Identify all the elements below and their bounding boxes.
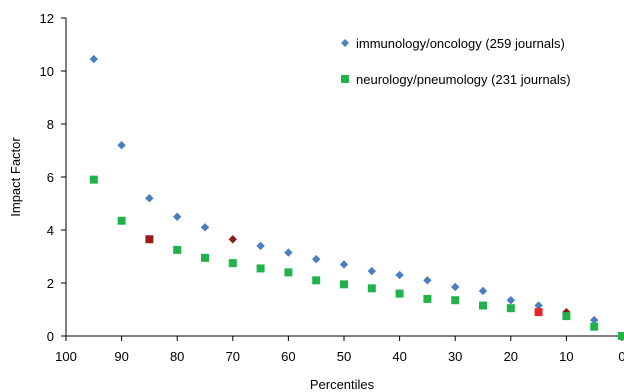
immunology-data-point: [451, 282, 460, 292]
legend-label-neurology: neurology/pneumology (231 journals): [356, 72, 571, 87]
neurology-data-point: [340, 280, 348, 289]
neurology-data-point: [590, 322, 599, 331]
immunology-data-point: [506, 296, 515, 305]
y-tick-label: 4: [47, 223, 54, 238]
legend-item-neurology: neurology/pneumology (231 journals): [341, 72, 571, 87]
immunology-data-point: [117, 141, 126, 150]
y-tick-label: 0: [47, 329, 54, 344]
y-tick-label: 8: [47, 117, 54, 132]
neurology-data-point: [479, 301, 487, 310]
immunology-data-point: [89, 54, 98, 64]
neurology-data-point: [423, 294, 432, 303]
neurology-data-point: [145, 235, 154, 244]
x-tick-label: 30: [448, 349, 462, 364]
neurology-data-point: [506, 304, 515, 313]
immunology-data-point: [284, 248, 293, 257]
y-tick-label: 2: [47, 276, 54, 291]
neurology-data-point: [312, 276, 321, 285]
neurology-data-point: [256, 264, 265, 273]
immunology-data-point: [367, 266, 376, 276]
neurology-data-point: [618, 332, 624, 340]
neurology-data-point: [173, 245, 182, 254]
neurology-data-point: [395, 289, 404, 298]
immunology-data-point: [339, 260, 349, 269]
y-tick-label: 10: [40, 64, 54, 79]
x-tick-label: 60: [281, 349, 295, 364]
legend-diamond-icon: [341, 39, 349, 47]
neurology-data-point: [451, 296, 460, 305]
neurology-data-point: [201, 253, 209, 262]
legend-item-immunology: immunology/oncology (259 journals): [341, 36, 565, 51]
immunology-data-point: [395, 270, 404, 280]
neurology-data-point: [562, 312, 571, 321]
x-tick-label: 20: [504, 349, 518, 364]
immunology-data-point: [145, 194, 154, 203]
immunology-data-point: [256, 241, 265, 251]
neurology-data-point: [89, 175, 98, 184]
x-tick-label: 40: [392, 349, 406, 364]
x-axis-title: Percentiles: [310, 377, 375, 392]
neurology-data-point: [284, 268, 293, 277]
y-tick-label: 6: [47, 170, 54, 185]
y-ticks: 0 2 4 6 8 10 12: [40, 11, 66, 344]
x-tick-label: 50: [337, 349, 351, 364]
y-tick-label: 12: [40, 11, 54, 26]
x-tick-label: 10: [559, 349, 573, 364]
x-tick-label: 90: [114, 349, 128, 364]
immunology-data-point: [228, 235, 237, 244]
y-axis-title: Impact Factor: [8, 137, 23, 217]
immunology-data-point: [312, 254, 321, 264]
x-tick-label: 0: [618, 349, 624, 364]
immunology-data-point: [590, 315, 599, 325]
x-ticks: 100 90 80 70 60 50 40 30 20 10 0: [55, 336, 624, 364]
immunology-data-point: [423, 276, 432, 285]
immunology-data-point: [478, 286, 488, 296]
data-points: [89, 54, 624, 340]
immunology-data-point: [173, 212, 182, 221]
legend-label-immunology: immunology/oncology (259 journals): [356, 36, 565, 51]
x-tick-label: 100: [55, 349, 77, 364]
immunology-data-point: [534, 301, 543, 310]
legend: immunology/oncology (259 journals) neuro…: [341, 36, 571, 87]
neurology-data-point: [228, 259, 237, 268]
immunology-data-point: [200, 223, 210, 232]
neurology-data-point: [117, 216, 126, 225]
x-tick-label: 70: [226, 349, 240, 364]
neurology-data-point: [367, 284, 376, 293]
x-tick-label: 80: [170, 349, 184, 364]
legend-square-icon: [341, 75, 349, 83]
neurology-data-point: [534, 308, 543, 317]
